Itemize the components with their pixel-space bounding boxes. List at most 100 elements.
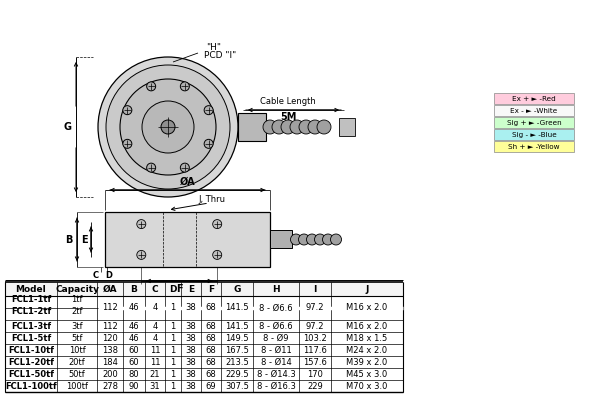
Text: 38: 38	[185, 303, 196, 312]
Text: M16 x 2.0: M16 x 2.0	[346, 322, 388, 330]
Circle shape	[306, 234, 317, 245]
Text: M45 x 3.0: M45 x 3.0	[346, 369, 388, 378]
Text: 11: 11	[150, 346, 160, 354]
Circle shape	[299, 120, 313, 134]
Text: H: H	[272, 285, 280, 293]
Text: 112: 112	[102, 303, 118, 312]
Text: 46: 46	[129, 303, 139, 312]
Text: J, Thru: J, Thru	[199, 195, 226, 205]
Text: E: E	[81, 234, 87, 244]
Text: 213.5: 213.5	[225, 357, 249, 366]
Circle shape	[106, 65, 230, 189]
Circle shape	[142, 101, 194, 153]
Text: M18 x 1.5: M18 x 1.5	[346, 334, 388, 342]
Bar	[5, 282, 403, 296]
Text: C: C	[93, 271, 99, 279]
Circle shape	[213, 220, 222, 229]
Text: M70 x 3.0: M70 x 3.0	[346, 381, 388, 391]
Text: 112: 112	[102, 322, 118, 330]
Text: I: I	[313, 285, 317, 293]
Circle shape	[147, 82, 156, 91]
Text: 2tf: 2tf	[71, 307, 82, 316]
Text: F: F	[208, 285, 214, 293]
Text: 38: 38	[185, 381, 196, 391]
Text: Sig + ► -Green: Sig + ► -Green	[507, 120, 561, 126]
Text: FCL1-1tf: FCL1-1tf	[11, 295, 51, 304]
Text: 90: 90	[129, 381, 139, 391]
Circle shape	[314, 234, 326, 245]
Text: 38: 38	[185, 346, 196, 354]
Text: M39 x 2.0: M39 x 2.0	[346, 357, 388, 366]
Text: FCL1-5tf: FCL1-5tf	[11, 334, 51, 342]
Text: 4: 4	[152, 322, 158, 330]
Text: M16 x 2.0: M16 x 2.0	[346, 303, 388, 312]
Circle shape	[161, 120, 175, 134]
Text: 117.6: 117.6	[303, 346, 327, 354]
Text: 278: 278	[102, 381, 118, 391]
Text: 68: 68	[206, 369, 216, 378]
Circle shape	[137, 220, 146, 229]
Text: 68: 68	[206, 346, 216, 354]
Text: 38: 38	[185, 334, 196, 342]
Text: 1: 1	[170, 381, 176, 391]
Circle shape	[272, 120, 286, 134]
Text: 100tf: 100tf	[66, 381, 88, 391]
Circle shape	[204, 106, 213, 115]
Text: 184: 184	[102, 357, 118, 366]
Text: 4: 4	[152, 334, 158, 342]
Text: 68: 68	[206, 357, 216, 366]
Text: FCL1-3tf: FCL1-3tf	[11, 322, 51, 330]
Text: 1: 1	[170, 322, 176, 330]
Text: 69: 69	[206, 381, 216, 391]
Text: 11: 11	[150, 357, 160, 366]
Text: 80: 80	[129, 369, 139, 378]
Text: 97.2: 97.2	[306, 322, 324, 330]
Circle shape	[137, 250, 146, 259]
Text: 31: 31	[150, 381, 160, 391]
Text: 8 - Ø6.6: 8 - Ø6.6	[259, 303, 293, 312]
Circle shape	[323, 234, 334, 245]
Text: G: G	[234, 285, 241, 293]
Text: 1: 1	[170, 357, 176, 366]
Text: 5M: 5M	[280, 112, 296, 122]
Circle shape	[213, 250, 222, 259]
Text: 4: 4	[152, 303, 158, 312]
Text: 97.2: 97.2	[306, 303, 324, 312]
Text: 38: 38	[185, 357, 196, 366]
Text: 46: 46	[129, 322, 139, 330]
Circle shape	[123, 106, 132, 115]
Text: 120: 120	[102, 334, 118, 342]
Text: Ex + ► -Red: Ex + ► -Red	[512, 96, 556, 102]
Circle shape	[263, 120, 277, 134]
Text: C: C	[152, 285, 158, 293]
Text: 170: 170	[307, 369, 323, 378]
Text: "H": "H"	[206, 42, 222, 51]
Text: D: D	[105, 271, 113, 279]
Bar	[494, 117, 574, 129]
Text: FCL1-2tf: FCL1-2tf	[11, 307, 51, 316]
Text: 141.5: 141.5	[225, 303, 249, 312]
Bar	[270, 230, 292, 249]
Circle shape	[317, 120, 331, 134]
Text: 68: 68	[206, 303, 216, 312]
Text: J: J	[365, 285, 368, 293]
Circle shape	[120, 79, 216, 175]
Text: 50tf: 50tf	[69, 369, 85, 378]
Text: 10tf: 10tf	[69, 346, 85, 354]
Text: 1: 1	[170, 334, 176, 342]
Text: 1: 1	[170, 303, 176, 312]
Text: 60: 60	[129, 357, 139, 366]
Circle shape	[330, 234, 341, 245]
Text: 5tf: 5tf	[71, 334, 82, 342]
Bar	[494, 129, 574, 141]
Text: 229.5: 229.5	[225, 369, 249, 378]
Text: 1tf: 1tf	[71, 295, 82, 304]
Text: 307.5: 307.5	[225, 381, 249, 391]
Circle shape	[98, 57, 238, 197]
Circle shape	[291, 234, 302, 245]
Text: 200: 200	[102, 369, 118, 378]
Text: FCL1-20tf: FCL1-20tf	[8, 357, 54, 366]
Circle shape	[123, 139, 132, 148]
Text: 68: 68	[206, 334, 216, 342]
Text: FCL1-100tf: FCL1-100tf	[5, 381, 57, 391]
